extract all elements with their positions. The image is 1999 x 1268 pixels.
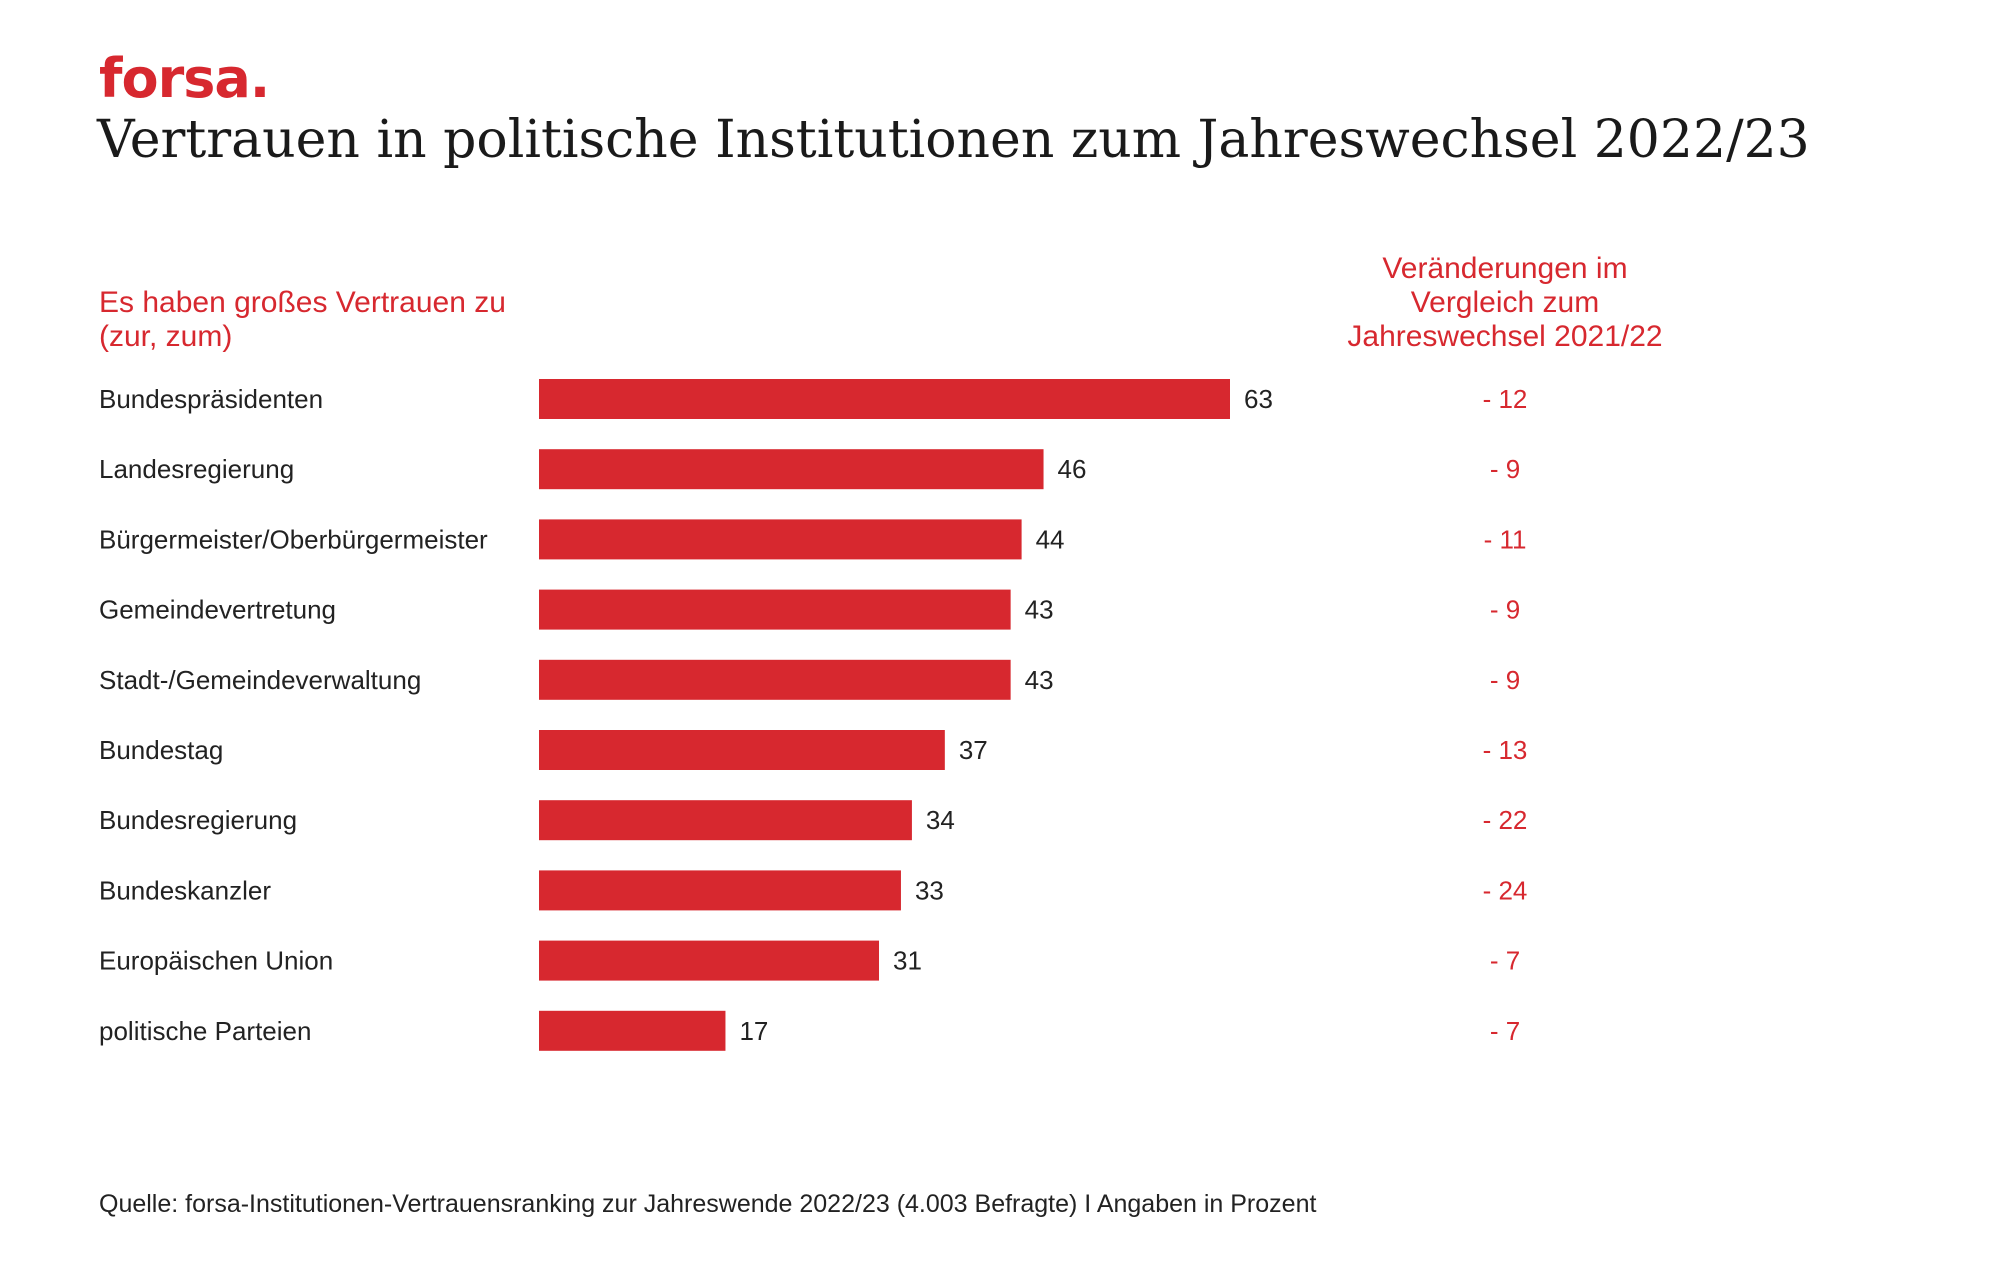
change-label: - 13 — [1483, 735, 1528, 765]
forsa-logo: forsa. — [99, 47, 270, 110]
change-label: - 12 — [1483, 384, 1528, 414]
value-label: 33 — [915, 875, 944, 905]
category-label: politische Parteien — [99, 1016, 311, 1046]
change-header: Veränderungen im Vergleich zum Jahreswec… — [1347, 252, 1663, 353]
change-label: - 9 — [1490, 454, 1520, 484]
change-label: - 22 — [1483, 805, 1528, 835]
change-label: - 7 — [1490, 946, 1520, 976]
category-label: Bundeskanzler — [99, 875, 271, 905]
change-label: - 24 — [1483, 875, 1528, 905]
change-label: - 9 — [1490, 665, 1520, 695]
bar — [539, 800, 912, 841]
bar — [539, 730, 945, 770]
bar — [539, 449, 1044, 490]
source-note: Quelle: forsa-Institutionen-Vertrauensra… — [99, 1190, 1317, 1218]
value-label: 34 — [926, 805, 955, 835]
value-label: 43 — [1025, 595, 1054, 625]
chart-title: Vertrauen in politische Institutionen zu… — [97, 110, 1810, 170]
value-label: 17 — [739, 1016, 768, 1046]
bar — [539, 589, 1011, 630]
bar — [539, 940, 880, 981]
change-label: - 9 — [1490, 595, 1520, 625]
change-label: - 7 — [1490, 1016, 1520, 1046]
bar — [539, 519, 1022, 560]
value-label: 31 — [893, 946, 922, 976]
value-label: 43 — [1025, 665, 1054, 695]
bar — [539, 659, 1011, 700]
category-label: Stadt-/Gemeindeverwaltung — [99, 665, 421, 695]
value-label: 37 — [959, 735, 988, 765]
bar — [539, 870, 901, 911]
category-label: Bundesregierung — [99, 805, 297, 835]
value-label: 63 — [1244, 384, 1273, 414]
category-label: Bundespräsidenten — [99, 384, 323, 414]
category-header: Es haben großes Vertrauen zu (zur, zum) — [99, 286, 506, 353]
category-label: Bundestag — [99, 735, 223, 765]
bar — [539, 1010, 726, 1051]
value-label: 44 — [1036, 524, 1065, 554]
change-label: - 11 — [1484, 524, 1527, 554]
value-label: 46 — [1058, 454, 1087, 484]
category-label: Landesregierung — [99, 454, 294, 484]
category-label: Bürgermeister/Oberbürgermeister — [99, 524, 488, 554]
category-label: Gemeindevertretung — [99, 595, 336, 625]
bar — [539, 379, 1230, 419]
category-label: Europäischen Union — [99, 946, 333, 976]
